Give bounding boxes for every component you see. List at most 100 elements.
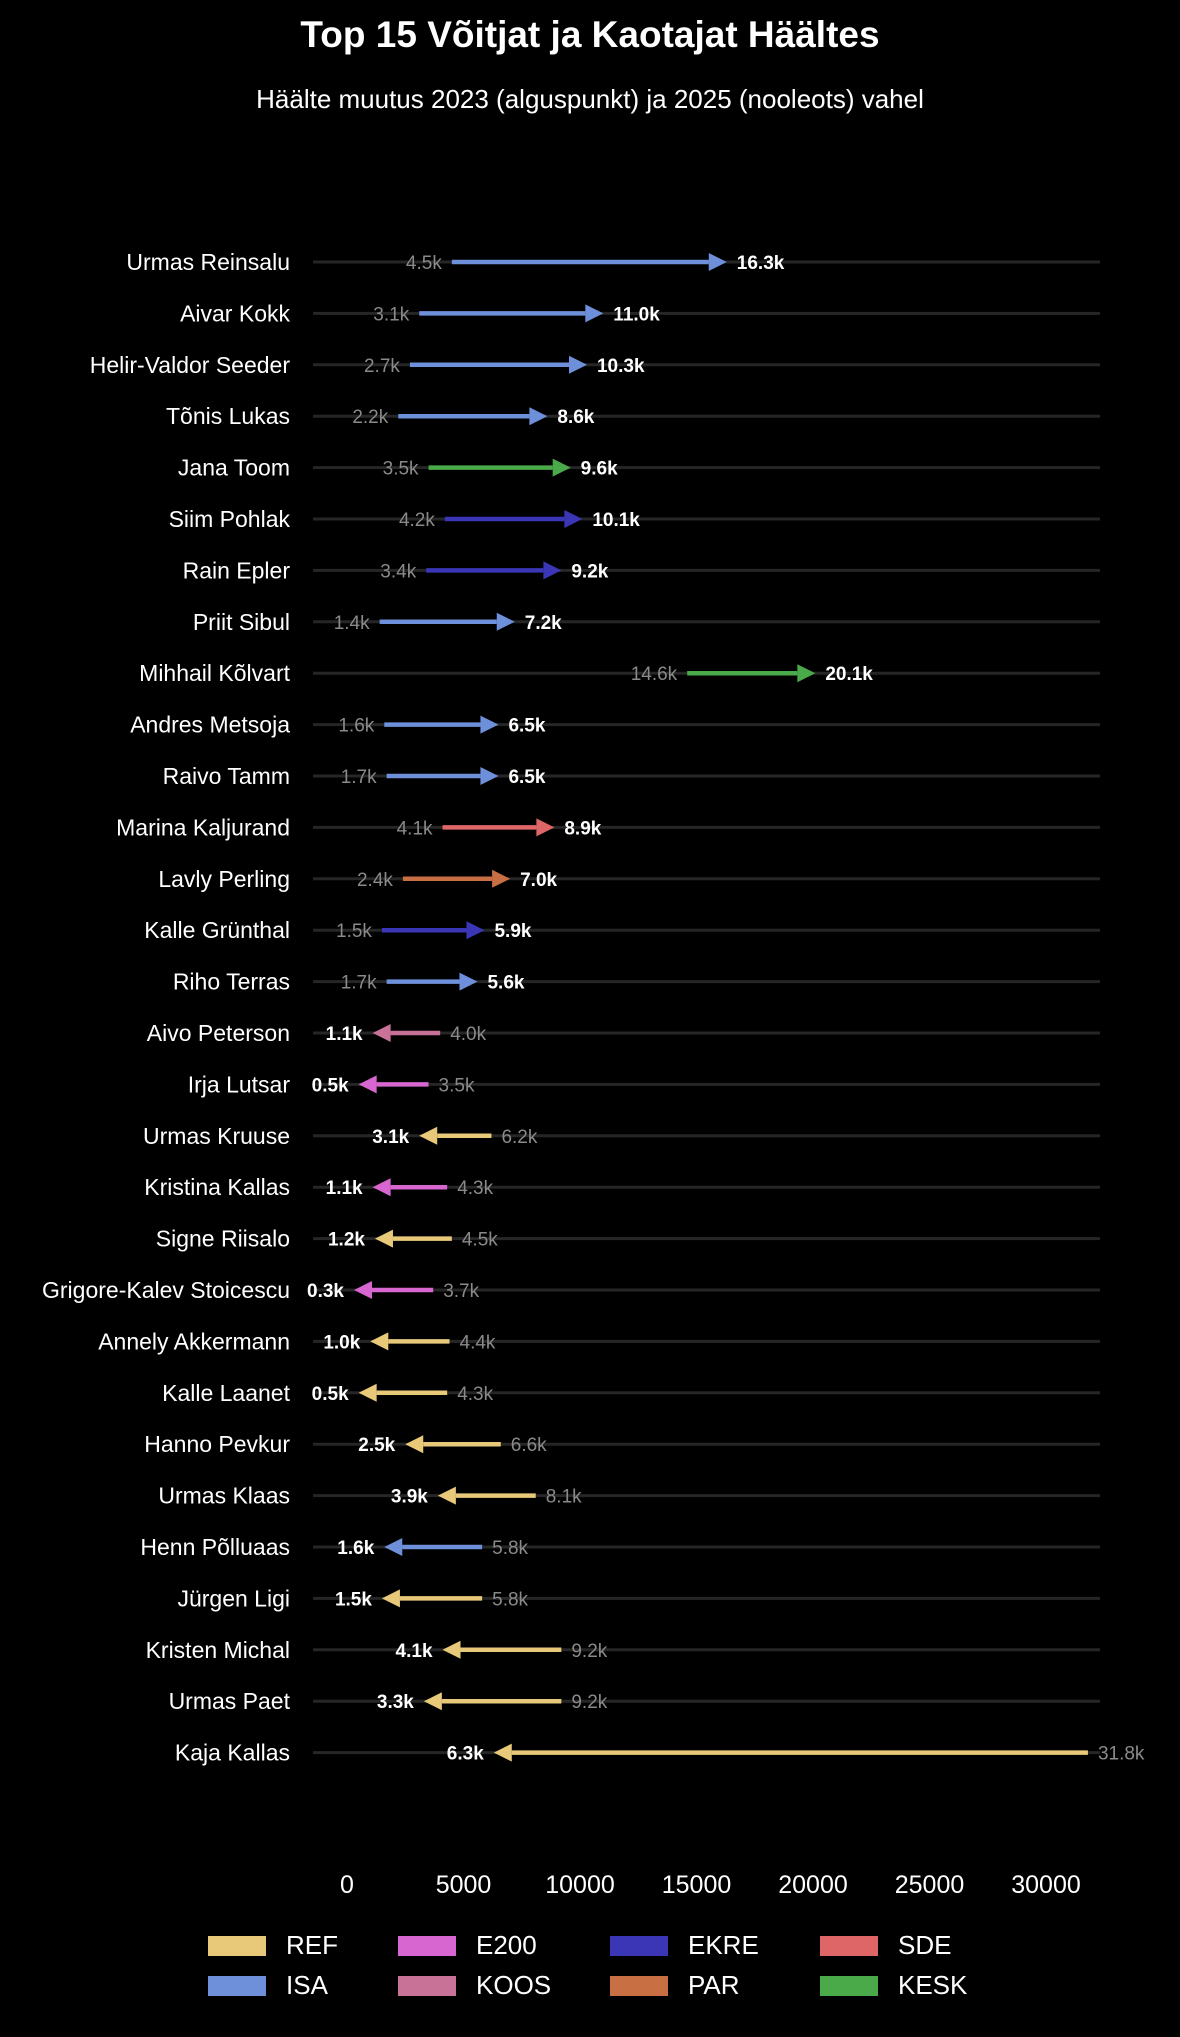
value-2023-label: 2.4k <box>357 870 393 891</box>
arrow-row: Urmas Klaas 8.1k 3.9k <box>158 1483 1100 1509</box>
arrow-row: Lavly Perling 2.4k 7.0k <box>158 866 1100 892</box>
legend-swatch <box>398 1935 456 1956</box>
legend-item-koos: KOOS <box>398 1970 610 2001</box>
value-2025-label: 8.6k <box>557 407 594 428</box>
value-2023-label: 6.6k <box>511 1435 547 1456</box>
legend-label: SDE <box>898 1930 952 1960</box>
value-2023-label: 8.1k <box>546 1487 582 1508</box>
candidate-name: Riho Terras <box>173 969 290 995</box>
arrow-head <box>459 972 478 991</box>
arrow-row: Henn Põlluaas 5.8k 1.6k <box>140 1534 1100 1560</box>
value-2023-label: 4.1k <box>397 818 433 839</box>
arrow-row: Marina Kaljurand 4.1k 8.9k <box>116 814 1100 840</box>
legend-label: PAR <box>688 1970 740 2000</box>
candidate-name: Aivo Peterson <box>147 1020 290 1046</box>
value-2025-label: 0.5k <box>312 1075 349 1096</box>
candidate-name: Kalle Grünthal <box>144 917 290 943</box>
candidate-name: Urmas Paet <box>169 1688 291 1714</box>
candidate-name: Grigore-Kalev Stoicescu <box>42 1277 290 1303</box>
arrow-row: Kristina Kallas 4.3k 1.1k <box>144 1174 1100 1200</box>
chart-title: Top 15 Võitjat ja Kaotajat Häältes <box>300 14 880 55</box>
arrow-row: Urmas Paet 9.2k 3.3k <box>169 1688 1100 1714</box>
value-2025-label: 4.1k <box>396 1641 433 1662</box>
arrow-head <box>480 715 499 734</box>
arrow-row: Urmas Kruuse 6.2k 3.1k <box>143 1123 1100 1149</box>
legend: REF E200 EKRE SDE ISA KOOS PAR KESK <box>208 1930 1028 2001</box>
x-tick-label: 25000 <box>895 1871 965 1899</box>
value-2023-label: 2.7k <box>364 356 400 377</box>
arrow-row: Kalle Grünthal 1.5k 5.9k <box>144 917 1100 943</box>
arrow-row: Hanno Pevkur 6.6k 2.5k <box>144 1431 1100 1457</box>
legend-swatch <box>820 1935 878 1956</box>
arrow-row: Grigore-Kalev Stoicescu 3.7k 0.3k <box>42 1277 1100 1303</box>
x-tick-label: 20000 <box>778 1871 848 1899</box>
arrow-head <box>358 1383 377 1402</box>
value-2025-label: 1.6k <box>337 1538 374 1559</box>
arrow-row: Riho Terras 1.7k 5.6k <box>173 969 1100 995</box>
candidate-name: Urmas Reinsalu <box>126 249 290 275</box>
value-2025-label: 6.5k <box>508 767 545 788</box>
arrow-head <box>568 355 587 374</box>
value-2023-label: 1.5k <box>336 921 372 942</box>
legend-item-ref: REF <box>208 1930 398 1961</box>
value-2023-label: 14.6k <box>631 664 678 685</box>
value-2025-label: 1.1k <box>326 1178 363 1199</box>
legend-item-par: PAR <box>610 1970 820 2001</box>
legend-swatch <box>610 1935 668 1956</box>
value-2023-label: 3.4k <box>380 561 416 582</box>
value-2025-label: 9.2k <box>571 561 608 582</box>
value-2023-label: 4.5k <box>462 1230 498 1251</box>
arrow-head <box>370 1332 389 1351</box>
candidate-name: Jana Toom <box>178 455 290 481</box>
value-2025-label: 5.6k <box>487 973 524 994</box>
legend-item-e200: E200 <box>398 1930 610 1961</box>
value-2025-label: 1.0k <box>323 1332 360 1353</box>
candidate-name: Andres Metsoja <box>130 712 290 738</box>
arrow-head <box>564 510 583 528</box>
value-2025-label: 5.9k <box>494 921 531 942</box>
arrow-row: Tõnis Lukas 2.2k 8.6k <box>166 403 1100 429</box>
arrow-head <box>353 1281 372 1299</box>
arrow-head <box>374 1229 393 1248</box>
candidate-name: Urmas Kruuse <box>143 1123 290 1149</box>
legend-item-isa: ISA <box>208 1970 398 2001</box>
arrow-head <box>492 869 511 888</box>
candidate-name: Marina Kaljurand <box>116 814 290 840</box>
candidate-name: Helir-Valdor Seeder <box>90 352 291 378</box>
legend-label: KESK <box>898 1970 968 2000</box>
arrow-head <box>442 1640 461 1659</box>
candidate-name: Jürgen Ligi <box>177 1585 290 1611</box>
value-2023-label: 1.6k <box>338 716 374 737</box>
arrow-row: Annely Akkermann 4.4k 1.0k <box>98 1328 1100 1354</box>
value-2023-label: 4.2k <box>399 510 435 531</box>
candidate-name: Aivar Kokk <box>180 300 290 326</box>
value-2023-label: 1.4k <box>334 613 370 634</box>
arrow-row: Helir-Valdor Seeder 2.7k 10.3k <box>90 352 1100 378</box>
arrow-row: Andres Metsoja 1.6k 6.5k <box>130 712 1100 738</box>
value-2025-label: 10.3k <box>597 356 645 377</box>
arrow-row: Raivo Tamm 1.7k 6.5k <box>163 763 1100 789</box>
value-2023-label: 3.5k <box>439 1075 475 1096</box>
value-2023-label: 4.0k <box>450 1024 486 1045</box>
legend-swatch <box>208 1975 266 1996</box>
arrow-row: Siim Pohlak 4.2k 10.1k <box>169 506 1100 532</box>
arrow-row: Kalle Laanet 4.3k 0.5k <box>162 1380 1100 1406</box>
value-2023-label: 4.4k <box>460 1332 496 1353</box>
value-2025-label: 0.3k <box>307 1281 344 1302</box>
arrow-head <box>358 1075 377 1094</box>
x-tick-label: 5000 <box>436 1871 492 1899</box>
value-2025-label: 1.2k <box>328 1230 365 1251</box>
arrow-row: Priit Sibul 1.4k 7.2k <box>193 609 1100 635</box>
arrow-row: Mihhail Kõlvart 14.6k 20.1k <box>139 660 1100 686</box>
value-2023-label: 1.7k <box>341 767 377 788</box>
chart-subtitle: Häälte muutus 2023 (alguspunkt) ja 2025 … <box>256 84 924 114</box>
arrow-head <box>480 767 499 785</box>
candidate-name: Mihhail Kõlvart <box>139 660 290 686</box>
legend-label: REF <box>286 1930 338 1960</box>
arrow-head <box>384 1538 403 1556</box>
value-2023-label: 3.5k <box>383 459 419 480</box>
value-2025-label: 3.3k <box>377 1692 414 1713</box>
arrow-head <box>536 818 555 837</box>
value-2025-label: 7.2k <box>525 613 562 634</box>
